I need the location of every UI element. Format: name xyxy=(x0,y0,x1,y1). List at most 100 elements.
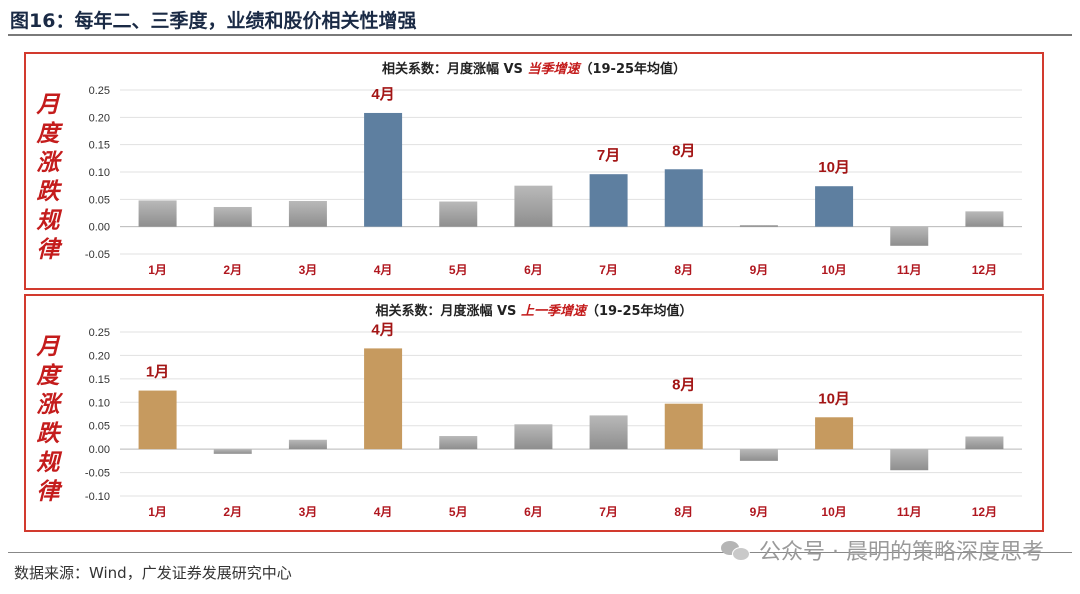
side-label: 月度涨跌规律 xyxy=(30,332,66,506)
bar-callout: 4月 xyxy=(371,86,394,103)
chart-title-text: 相关系数：月度涨幅 VS xyxy=(382,61,527,77)
bar-12月 xyxy=(965,211,1004,227)
y-tick-label: 0.00 xyxy=(89,222,110,234)
side-label-char: 月 xyxy=(36,91,60,118)
side-label-char: 律 xyxy=(36,236,60,263)
chart-title-emphasis: 上一季增速 xyxy=(521,303,589,319)
y-tick-label: 0.05 xyxy=(89,194,110,206)
side-label-char: 跌 xyxy=(36,178,60,205)
bar-5月 xyxy=(439,201,478,227)
bar-5月 xyxy=(439,436,478,450)
x-tick-label: 7月 xyxy=(599,505,618,519)
bar-callout: 8月 xyxy=(672,142,695,159)
x-tick-label: 5月 xyxy=(449,263,468,277)
x-tick-label: 3月 xyxy=(299,505,318,519)
chart-title-emphasis: 当季增速 xyxy=(527,61,582,77)
side-label-char: 规 xyxy=(36,449,60,476)
bar-callout: 8月 xyxy=(672,377,695,394)
x-tick-label: 6月 xyxy=(524,505,543,519)
figure-title: 图16：每年二、三季度，业绩和股价相关性增强 xyxy=(10,10,417,32)
bar-callout: 4月 xyxy=(371,321,394,338)
bar-9月 xyxy=(739,225,778,228)
side-label-char: 度 xyxy=(36,362,60,389)
watermark-text: 公众号 · 晨明的策略深度思考 xyxy=(759,540,1044,565)
bar-chart-previous-quarter: 相关系数：月度涨幅 VS 上一季增速（19-25年均值） -0.10 -0.05 0.… xyxy=(85,303,1022,519)
y-tick-label: 0.10 xyxy=(89,167,110,179)
bar-callout: 1月 xyxy=(146,364,169,381)
bar-4月 xyxy=(364,348,403,450)
bar-6月 xyxy=(514,424,553,450)
bar-10月 xyxy=(815,417,854,450)
y-tick-label: 0.20 xyxy=(89,350,110,362)
x-tick-label: 8月 xyxy=(674,505,693,519)
x-tick-label: 2月 xyxy=(223,505,242,519)
source-note: 数据来源：Wind，广发证券发展研究中心 xyxy=(14,564,292,582)
bar-2月 xyxy=(213,206,252,227)
y-tick-label: -0.10 xyxy=(85,491,110,503)
x-tick-label: 7月 xyxy=(599,263,618,277)
y-tick-label: 0.15 xyxy=(89,140,110,152)
chart-title: 相关系数：月度涨幅 VS 上一季增速（19-25年均值） xyxy=(375,303,692,319)
side-label-char: 度 xyxy=(36,120,60,147)
side-label-char: 律 xyxy=(36,478,60,505)
x-tick-label: 5月 xyxy=(449,505,468,519)
bar-4月 xyxy=(364,112,403,227)
x-tick-label: 9月 xyxy=(750,505,769,519)
y-tick-label: 0.25 xyxy=(89,327,110,339)
x-tick-label: 1月 xyxy=(148,505,167,519)
y-tick-label: -0.05 xyxy=(85,249,110,261)
x-tick-label: 2月 xyxy=(223,263,242,277)
side-label: 月度涨跌规律 xyxy=(30,90,66,264)
chart-title-suffix: （19-25年均值） xyxy=(579,61,686,77)
chart-title-suffix: （19-25年均值） xyxy=(586,303,693,319)
side-label-char: 涨 xyxy=(36,149,60,176)
y-tick-label: -0.05 xyxy=(85,468,110,480)
bar-2月 xyxy=(213,449,252,454)
y-tick-label: 0.20 xyxy=(89,112,110,124)
x-tick-label: 1月 xyxy=(148,263,167,277)
bar-11月 xyxy=(890,449,929,471)
bar-11月 xyxy=(890,226,929,246)
bar-3月 xyxy=(288,200,327,227)
bar-callout: 10月 xyxy=(818,390,850,407)
bar-8月 xyxy=(664,403,703,450)
bar-7月 xyxy=(589,415,628,450)
side-label-char: 规 xyxy=(36,207,60,234)
y-tick-label: 0.10 xyxy=(89,397,110,409)
bar-9月 xyxy=(739,449,778,461)
bar-12月 xyxy=(965,436,1004,450)
side-label-char: 涨 xyxy=(36,391,60,418)
bar-6月 xyxy=(514,185,553,227)
bar-callout: 7月 xyxy=(597,147,620,164)
watermark: 公众号 · 晨明的策略深度思考 xyxy=(721,534,1044,566)
x-tick-label: 12月 xyxy=(972,505,997,519)
bar-1月 xyxy=(138,390,177,450)
wechat-icon xyxy=(721,539,751,561)
source-divider xyxy=(8,552,1072,553)
y-tick-label: 0.25 xyxy=(89,85,110,97)
chart-panel-current-quarter: 月度涨跌规律 相关系数：月度涨幅 VS 当季增速（19-25年均值） -0.05 0… xyxy=(24,52,1044,290)
bar-chart-current-quarter: 相关系数：月度涨幅 VS 当季增速（19-25年均值） -0.05 0.00 0.05… xyxy=(85,61,1022,277)
bar-10月 xyxy=(815,186,854,227)
y-tick-label: 0.00 xyxy=(89,444,110,456)
x-tick-label: 8月 xyxy=(674,263,693,277)
x-tick-label: 4月 xyxy=(374,263,393,277)
bar-1月 xyxy=(138,200,177,227)
side-label-char: 月 xyxy=(36,333,60,360)
x-tick-label: 10月 xyxy=(821,263,846,277)
chart-panel-previous-quarter: 月度涨跌规律 相关系数：月度涨幅 VS 上一季增速（19-25年均值） -0.10… xyxy=(24,294,1044,532)
side-label-char: 跌 xyxy=(36,420,60,447)
chart-title-text: 相关系数：月度涨幅 VS xyxy=(375,303,520,319)
bar-8月 xyxy=(664,169,703,227)
bar-3月 xyxy=(288,439,327,450)
y-tick-label: 0.05 xyxy=(89,421,110,433)
bar-7月 xyxy=(589,174,628,227)
bar-callout: 10月 xyxy=(818,159,850,176)
x-tick-label: 10月 xyxy=(821,505,846,519)
title-divider xyxy=(8,34,1072,36)
x-tick-label: 11月 xyxy=(897,505,922,519)
x-tick-label: 12月 xyxy=(972,263,997,277)
x-tick-label: 9月 xyxy=(750,263,769,277)
x-tick-label: 11月 xyxy=(897,263,922,277)
y-tick-label: 0.15 xyxy=(89,374,110,386)
